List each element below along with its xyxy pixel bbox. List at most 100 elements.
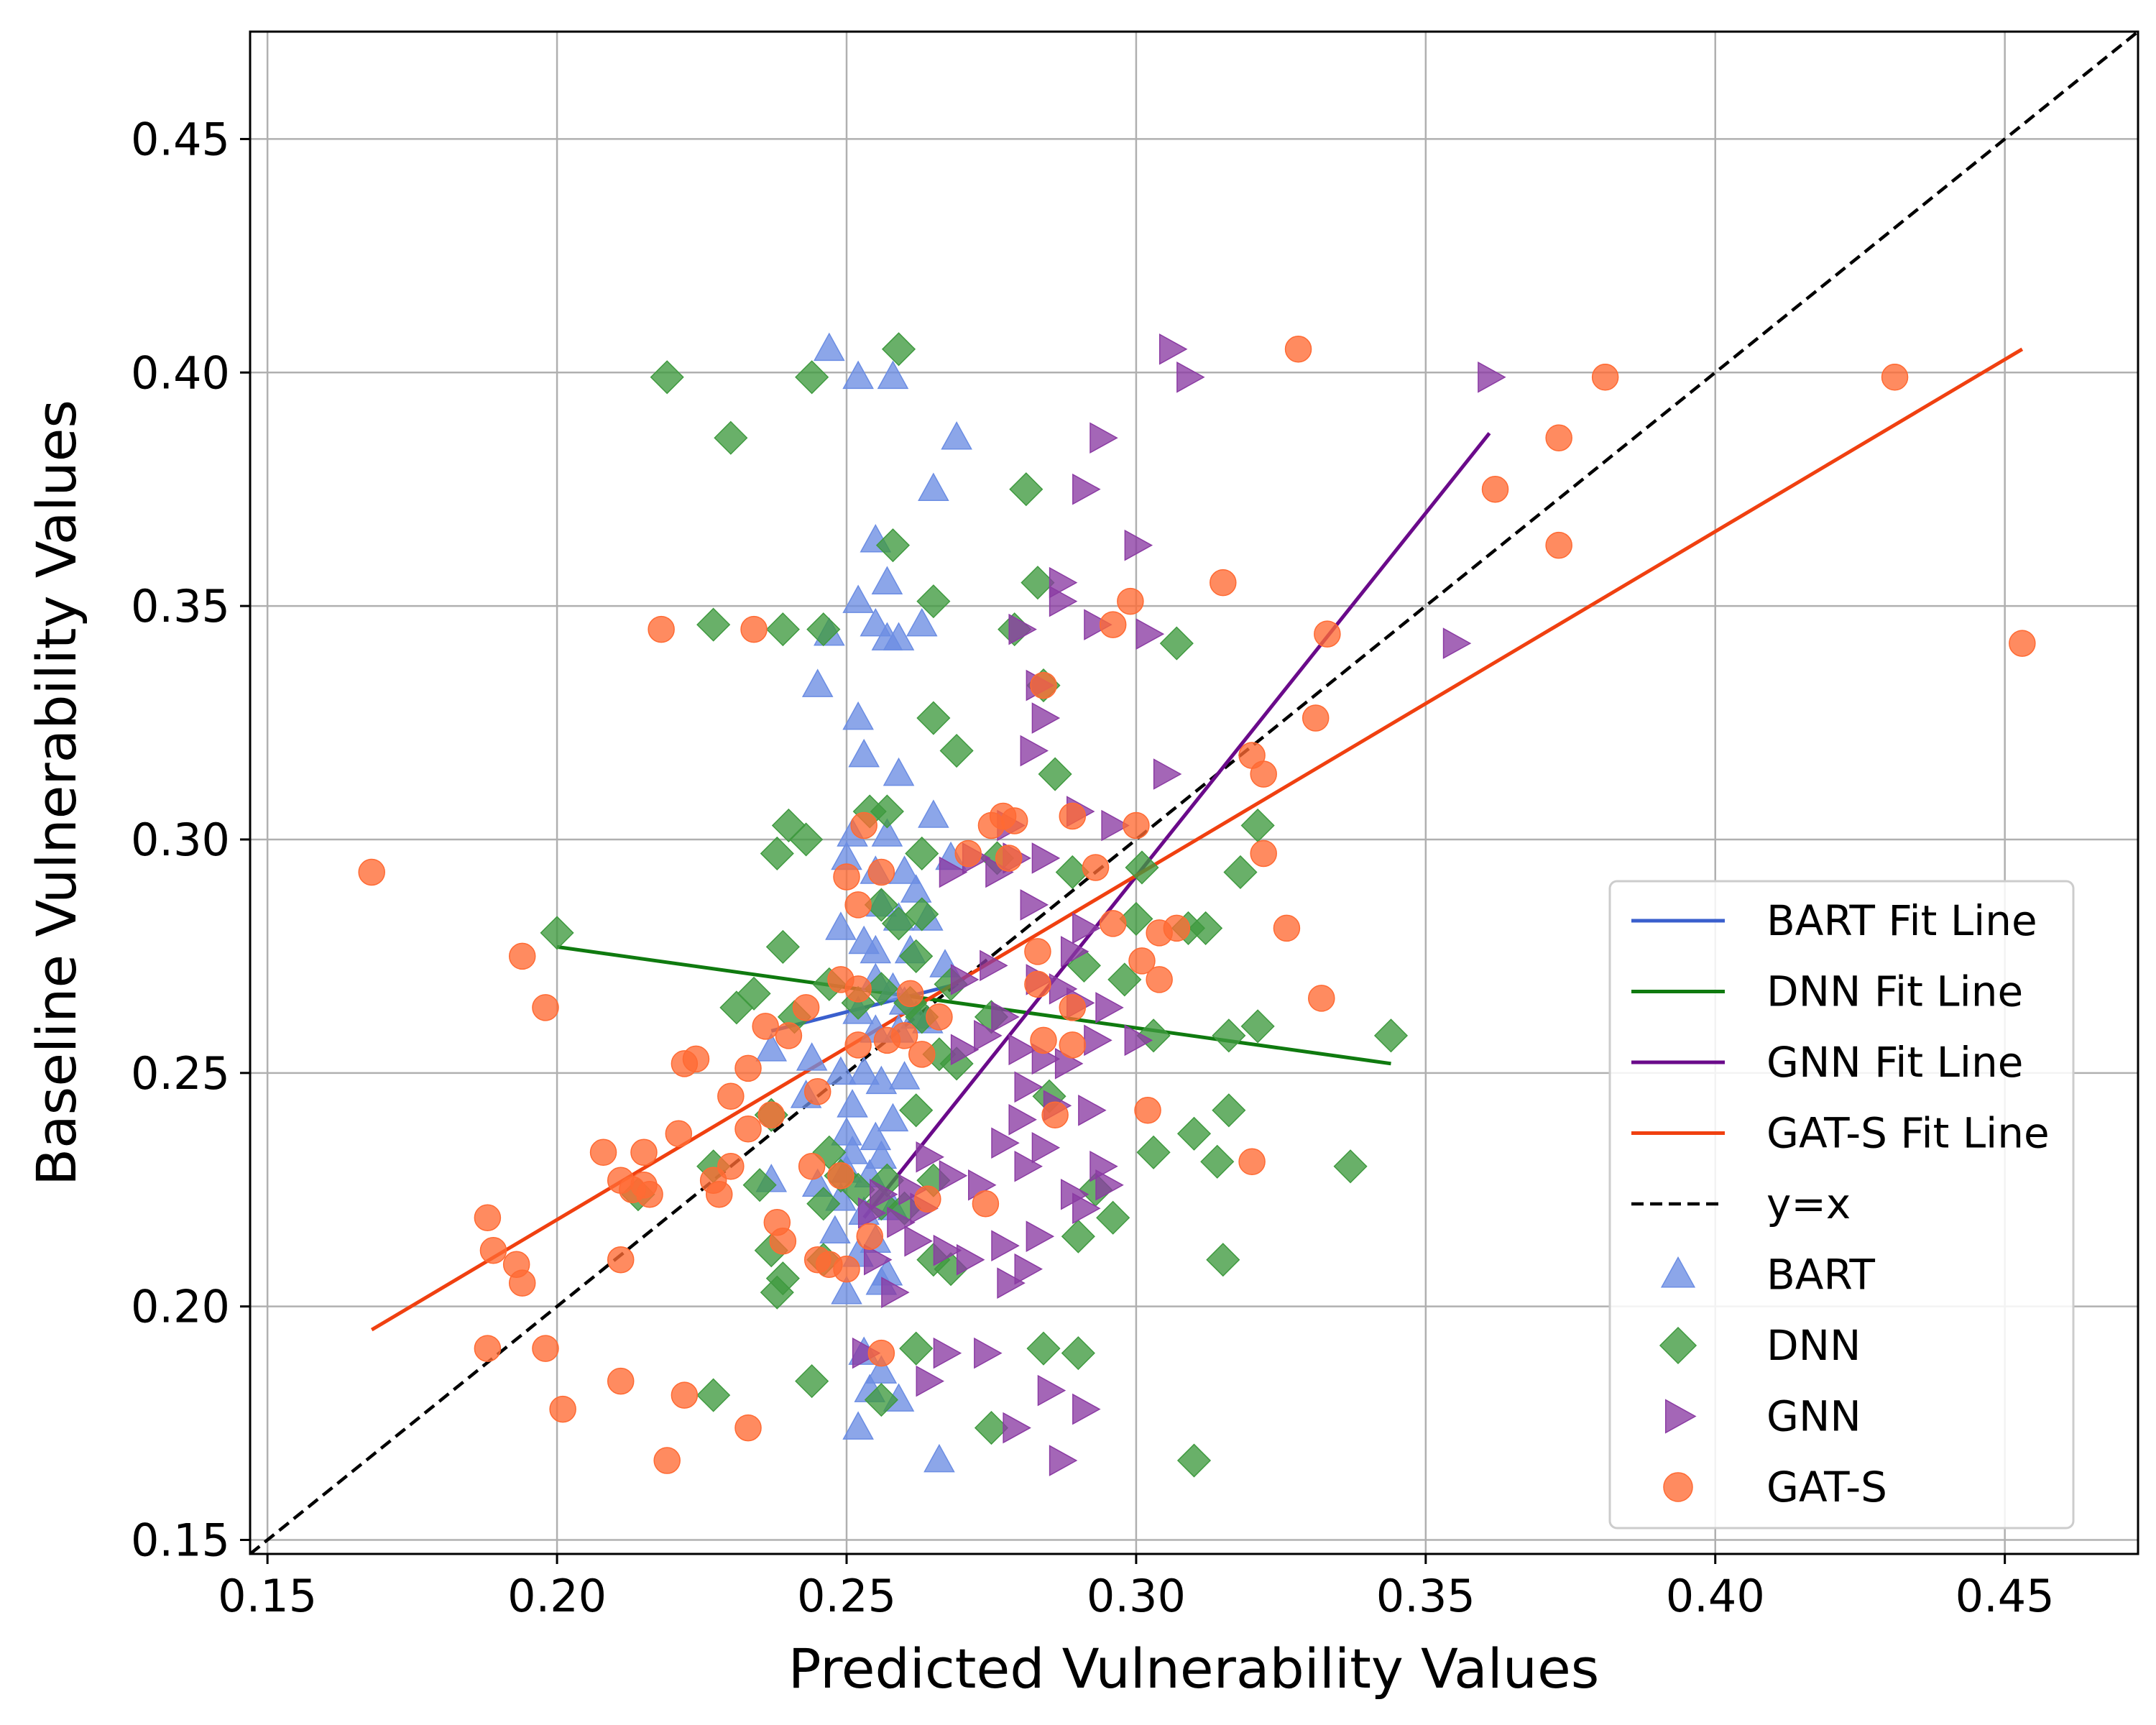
x-tick-label: 0.30: [1087, 1570, 1186, 1622]
legend-item: GNN Fit Line: [1631, 1038, 2023, 1087]
gnn-point: [939, 856, 968, 888]
dnn-fit-line: [556, 944, 1391, 1066]
bart-point: [842, 1411, 874, 1440]
x-tick-label: 0.40: [1666, 1570, 1765, 1622]
gat-s-point: [850, 811, 877, 840]
gnn-point: [1049, 1445, 1078, 1476]
gat-s-point: [1545, 424, 1572, 451]
dnn-point: [795, 360, 829, 395]
x-tick-label: 0.35: [1376, 1570, 1475, 1622]
gnn-point: [950, 1034, 980, 1066]
gat-s-point: [479, 1236, 507, 1264]
gat-s-point: [1146, 966, 1173, 993]
dnn-point: [864, 1383, 898, 1417]
bart-point: [842, 701, 874, 730]
scatter-points-layer: [358, 332, 2036, 1478]
y-tick-label: 0.35: [131, 580, 230, 632]
gat-s-point: [844, 891, 872, 919]
gnn-point: [933, 1234, 962, 1266]
gnn-point: [1014, 1071, 1043, 1103]
gnn-point: [1031, 842, 1061, 874]
dnn-point: [760, 1275, 794, 1310]
y-tick-label: 0.20: [131, 1281, 230, 1333]
legend-label: DNN: [1766, 1321, 1861, 1370]
gat-s-point: [549, 1395, 576, 1423]
legend-label: BART: [1766, 1251, 1876, 1300]
gat-s-point: [752, 1013, 779, 1040]
gat-s-point: [1250, 840, 1277, 868]
x-tick-label: 0.45: [1955, 1570, 2055, 1622]
legend-label: DNN Fit Line: [1766, 967, 2023, 1016]
axis-ticks: 0.150.15 0.20 0.20 0.25 0.25 0.30 0.30 0.35 0.35…: [131, 113, 2055, 1622]
y-tick-label: 0.15: [131, 1514, 230, 1567]
legend-item: DNN: [1659, 1321, 1861, 1370]
legend-label: GAT-S Fit Line: [1766, 1109, 2050, 1158]
legend-item: GAT-S: [1663, 1463, 1887, 1512]
dnn-point: [1136, 1135, 1171, 1169]
dnn-point: [1096, 1200, 1130, 1235]
dnn-point: [1026, 1331, 1061, 1366]
gnn-point: [881, 1276, 910, 1308]
x-tick-label: 0.15: [218, 1570, 317, 1622]
dnn-point: [1061, 1336, 1095, 1371]
gat-s-point: [1545, 531, 1572, 559]
gnn-point: [1020, 735, 1049, 767]
gat-s-point: [1881, 364, 1909, 391]
dnn-point: [1176, 1443, 1212, 1478]
x-tick-label: 0.25: [797, 1570, 896, 1622]
gat-s-point: [1128, 947, 1156, 975]
legend-label: y=x: [1766, 1179, 1851, 1228]
bart-point: [848, 1056, 880, 1085]
dnn-point: [806, 1187, 841, 1221]
gnn-point: [1124, 529, 1153, 561]
bart-point: [918, 472, 949, 502]
dnn-point: [1200, 1144, 1235, 1179]
dnn-point: [1061, 1219, 1095, 1254]
dnn-point: [905, 836, 939, 871]
gnn-point: [1003, 1412, 1031, 1444]
gat-s-point: [734, 1414, 762, 1442]
gnn-point: [939, 1159, 968, 1192]
gat-s-point: [1099, 611, 1127, 638]
identity-reference-line: [250, 32, 2138, 1554]
dnn-point: [1212, 1018, 1246, 1053]
gnn-point: [1014, 1150, 1043, 1182]
gnn-point: [974, 1337, 1003, 1369]
gat-s-point: [734, 1054, 762, 1082]
dnn-point: [916, 701, 951, 735]
bart-point: [842, 584, 874, 613]
gat-s-point: [508, 942, 536, 970]
bart-point: [883, 757, 915, 786]
bart-point: [888, 855, 921, 884]
dnn-point: [881, 332, 916, 367]
gnn-fit-line: [862, 432, 1491, 1219]
dnn-point: [899, 939, 934, 973]
bart-point: [837, 1089, 868, 1118]
dnn-point: [1223, 855, 1258, 890]
dnn-point: [1038, 757, 1072, 791]
dnn-point: [899, 1331, 934, 1366]
gat-s-point: [717, 1082, 745, 1110]
gat-s-point: [926, 1003, 953, 1031]
gnn-point: [1176, 361, 1205, 393]
gnn-point: [933, 1337, 962, 1369]
dnn-point: [1125, 850, 1159, 885]
bart-point: [877, 1103, 909, 1132]
y-axis-label: Baseline Vulnerability Values: [24, 400, 88, 1186]
gnn-point: [1158, 334, 1188, 365]
y-tick-label: 0.40: [131, 346, 230, 399]
gnn-point: [1026, 1220, 1055, 1252]
gat-s-point: [665, 1120, 693, 1148]
gat-s-point: [977, 811, 1005, 840]
gnn-point: [1008, 1103, 1037, 1136]
dnn-point: [742, 1168, 777, 1202]
gnn-point: [1031, 702, 1061, 734]
dnn-point: [1176, 1116, 1212, 1151]
legend-item: GAT-S Fit Line: [1631, 1109, 2050, 1158]
gat-s-point: [914, 1185, 941, 1213]
bart-point: [883, 622, 915, 650]
dnn-point: [1373, 1018, 1409, 1053]
dnn-point: [1189, 911, 1223, 945]
bart-point: [819, 1215, 851, 1244]
